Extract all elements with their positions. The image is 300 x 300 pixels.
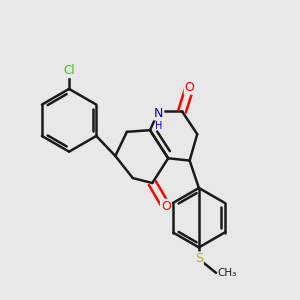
Text: H: H [155,121,162,131]
Text: O: O [161,200,171,213]
Text: N: N [154,106,163,119]
Text: O: O [185,81,195,94]
Text: CH₃: CH₃ [218,268,237,278]
Text: Cl: Cl [63,64,75,77]
Text: S: S [195,253,203,266]
